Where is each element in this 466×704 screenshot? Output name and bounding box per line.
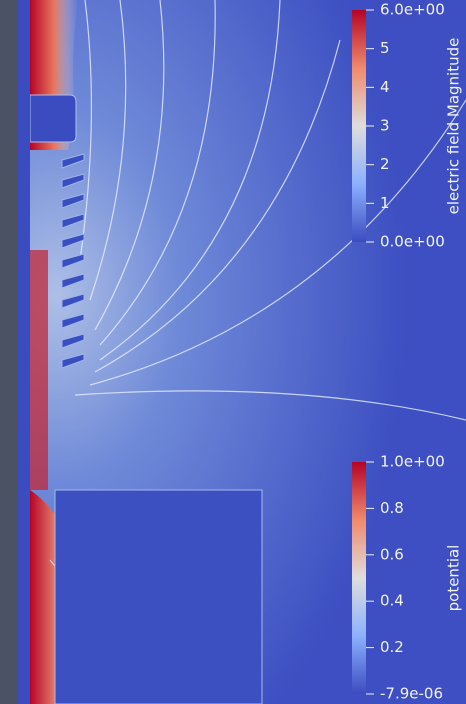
colorbar: [352, 10, 366, 242]
insulator-fins: [61, 153, 85, 369]
axis-strip: [0, 0, 18, 704]
tick-label: 4: [380, 78, 390, 96]
inner-conductor-field: [30, 250, 48, 490]
tick-label: 1.0e+00: [380, 453, 445, 471]
tick-label: 3: [380, 117, 390, 135]
tick-label: 2: [380, 155, 390, 173]
electrode-ring: [29, 94, 77, 143]
tick-label: 0.6: [380, 545, 404, 563]
tick-label: 0.8: [380, 499, 404, 517]
tick-label: 6.0e+00: [380, 1, 445, 19]
colorbar: [352, 462, 366, 694]
colorbar-title: electric field Magnitude: [445, 38, 463, 215]
tick-label: 0.4: [380, 592, 404, 610]
tick-label: 5: [380, 39, 390, 57]
outer-housing: [54, 489, 263, 704]
tick-label: 0.2: [380, 638, 404, 656]
tick-label: 1: [380, 194, 390, 212]
colorbar-title: potential: [445, 545, 463, 612]
inner-strip: [18, 0, 30, 704]
tick-label: -7.9e-06: [380, 685, 443, 703]
tick-label: 0.0e+00: [380, 233, 445, 251]
